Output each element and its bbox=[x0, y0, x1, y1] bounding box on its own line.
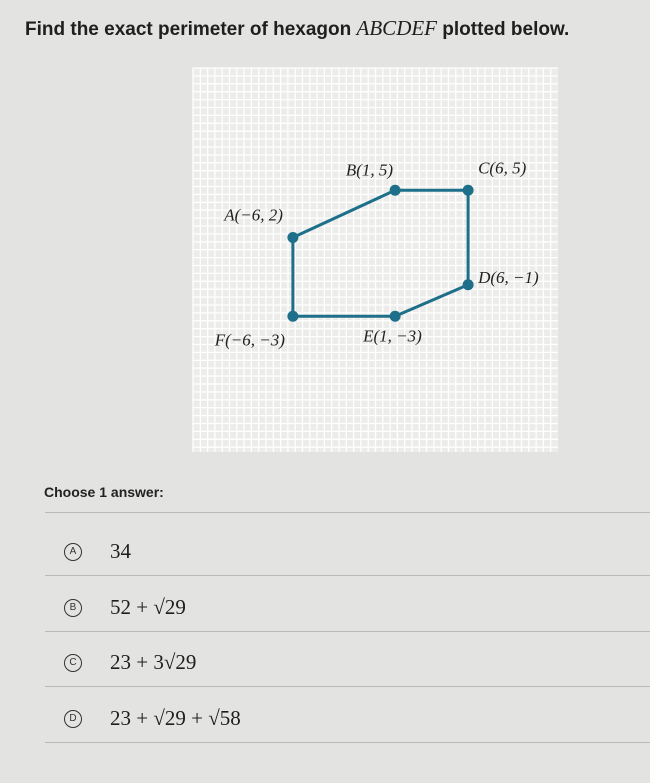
point bbox=[389, 310, 401, 322]
separator bbox=[45, 630, 650, 632]
answer-option[interactable]: D 23 + √29 + √58 bbox=[60, 702, 650, 757]
separator bbox=[45, 575, 650, 576]
point-label: E(1, −3) bbox=[362, 326, 422, 345]
answer-letter: C bbox=[64, 654, 82, 672]
question-text: Find the exact perimeter of hexagon bbox=[25, 19, 352, 40]
answer-option[interactable]: B 52 + √29 bbox=[60, 591, 650, 646]
answer-letter: D bbox=[64, 709, 82, 728]
answer-text: 23 + √29 + √58 bbox=[110, 705, 241, 730]
point bbox=[462, 184, 474, 196]
answer-option[interactable]: A 34 bbox=[60, 535, 650, 590]
separator bbox=[45, 741, 650, 743]
separator bbox=[45, 512, 650, 513]
point-label: B(1, 5) bbox=[346, 160, 394, 179]
answer-text: 34 bbox=[110, 539, 131, 563]
answer-text: 52 + √29 bbox=[110, 594, 186, 619]
prompt: Choose 1 answer: bbox=[44, 484, 164, 500]
point-label: F(−6, −3) bbox=[214, 330, 285, 349]
point-label: D(6, −1) bbox=[477, 268, 539, 287]
shape-name: ABCDEF bbox=[356, 16, 438, 40]
answer-option[interactable]: C 23 + 3√29 bbox=[60, 646, 650, 701]
question: Find the exact perimeter of hexagon ABCD… bbox=[25, 16, 569, 41]
point bbox=[287, 232, 299, 243]
question-text: plotted below. bbox=[442, 19, 570, 40]
answer-text: 23 + 3√29 bbox=[110, 650, 197, 674]
hexagon: A(−6, 2) B(1, 5) C(6, 5) D(6, −1) E(1, −3) F(… bbox=[214, 158, 539, 349]
point bbox=[287, 310, 299, 322]
grid bbox=[192, 67, 558, 452]
separator bbox=[45, 686, 650, 687]
point bbox=[462, 279, 474, 291]
point-label: C(6, 5) bbox=[478, 158, 526, 177]
answer-letter: B bbox=[64, 598, 82, 617]
point bbox=[389, 184, 401, 196]
answer-letter: A bbox=[64, 543, 82, 561]
point-label: A(−6, 2) bbox=[223, 206, 283, 225]
